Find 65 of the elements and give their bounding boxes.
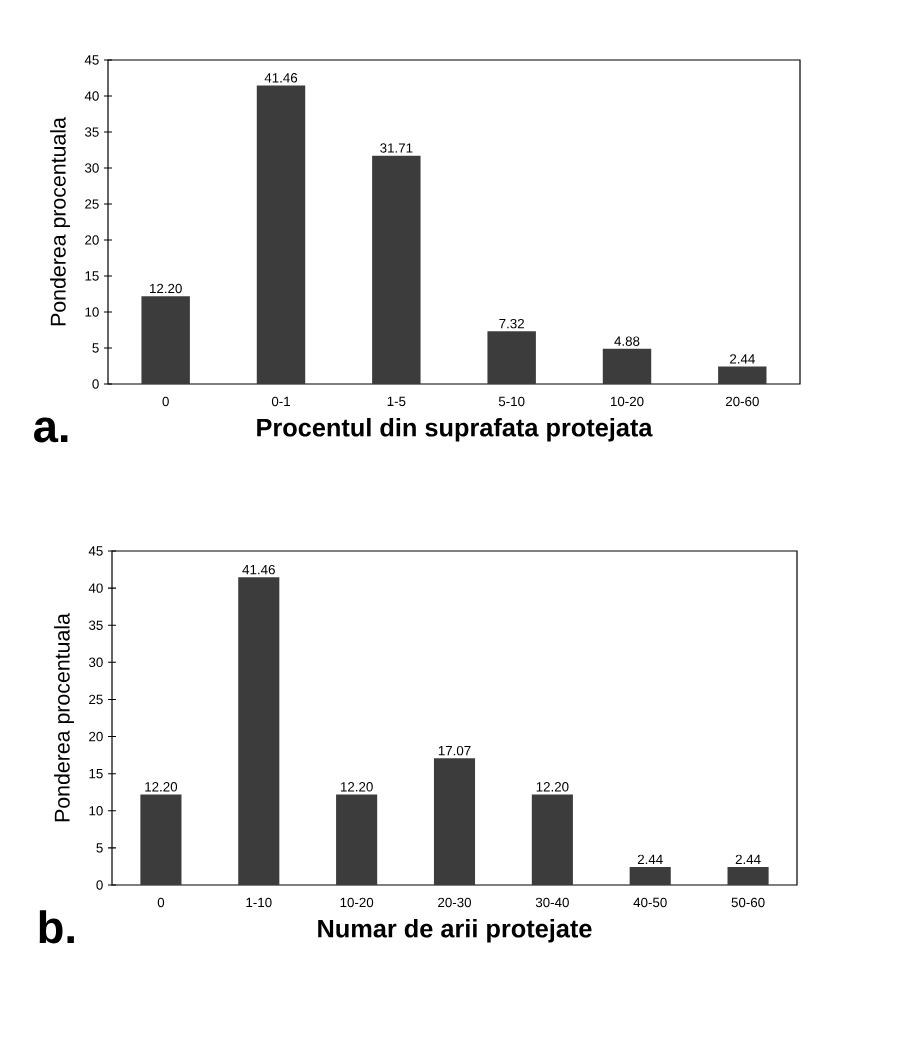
text: b. xyxy=(39,910,74,944)
x-tick-label: 1-5 xyxy=(387,396,406,406)
data-label: 12.20 xyxy=(150,283,182,294)
bar xyxy=(487,331,536,384)
bar xyxy=(629,866,671,885)
y-tick-label: 45 xyxy=(84,55,99,65)
bar xyxy=(433,758,476,885)
x-tick-label: 10-20 xyxy=(340,897,374,908)
bar xyxy=(718,366,767,384)
data-label: 7.32 xyxy=(499,318,524,329)
data-label: 2.44 xyxy=(730,354,755,364)
y-tick-label: 20 xyxy=(89,731,103,742)
y-tick-label: 40 xyxy=(84,91,99,101)
y-tick-label: 5 xyxy=(92,343,99,353)
data-label: 12.20 xyxy=(145,782,178,792)
y-tick-label: 30 xyxy=(88,657,103,668)
x-tick-label: 0 xyxy=(157,897,165,908)
x-axis-title: Procentul din suprafata protejata xyxy=(257,417,653,442)
bar xyxy=(140,794,182,885)
bar xyxy=(531,794,573,885)
y-tick-label: 35 xyxy=(84,127,99,137)
data-label: 4.88 xyxy=(614,336,640,346)
y-tick-label: 45 xyxy=(88,546,103,556)
x-tick-label: 20-60 xyxy=(725,396,759,407)
y-tick-label: 5 xyxy=(96,843,103,853)
data-label: 2.44 xyxy=(735,854,761,864)
y-tick-label: 10 xyxy=(89,806,103,816)
data-label: 12.20 xyxy=(340,782,373,792)
bar xyxy=(336,794,378,885)
y-axis-title: Ponderea procentuala xyxy=(54,613,74,822)
bar xyxy=(141,296,190,384)
x-tick-label: 20-30 xyxy=(438,897,472,908)
data-label: 41.46 xyxy=(242,564,275,575)
x-tick-label: 40-50 xyxy=(633,897,667,908)
data-label: 17.07 xyxy=(438,745,471,756)
x-tick-label: 10-20 xyxy=(610,396,644,407)
data-label: 2.44 xyxy=(637,854,663,864)
bar xyxy=(256,85,306,384)
y-axis-title: Ponderea procentuala xyxy=(50,117,70,326)
x-tick-label: 0 xyxy=(162,396,169,407)
y-tick-label: 35 xyxy=(88,620,103,630)
bar xyxy=(238,577,280,885)
y-tick-label: 30 xyxy=(84,163,99,173)
data-label: 31.71 xyxy=(380,143,413,153)
x-tick-label: 30-40 xyxy=(535,897,569,908)
y-tick-label: 25 xyxy=(85,199,99,209)
y-tick-label: 0 xyxy=(96,880,103,890)
data-label: 12.20 xyxy=(536,782,569,792)
text: a. xyxy=(34,417,68,443)
x-tick-label: 50-60 xyxy=(731,897,765,908)
x-axis-title: Numar de arii protejate xyxy=(318,918,592,943)
y-tick-label: 20 xyxy=(85,235,99,245)
bar xyxy=(372,155,421,384)
y-tick-label: 40 xyxy=(88,583,103,593)
bar xyxy=(602,348,652,384)
bar xyxy=(727,866,769,885)
data-label: 41.46 xyxy=(264,73,298,83)
y-tick-label: 15 xyxy=(85,271,99,281)
x-tick-label: 5-10 xyxy=(498,396,525,407)
y-tick-label: 25 xyxy=(89,694,103,705)
y-tick-label: 15 xyxy=(89,769,103,779)
y-tick-label: 10 xyxy=(85,307,99,317)
x-tick-label: 0-1 xyxy=(271,396,290,407)
y-tick-label: 0 xyxy=(92,379,99,389)
x-tick-label: 1-10 xyxy=(246,897,272,908)
